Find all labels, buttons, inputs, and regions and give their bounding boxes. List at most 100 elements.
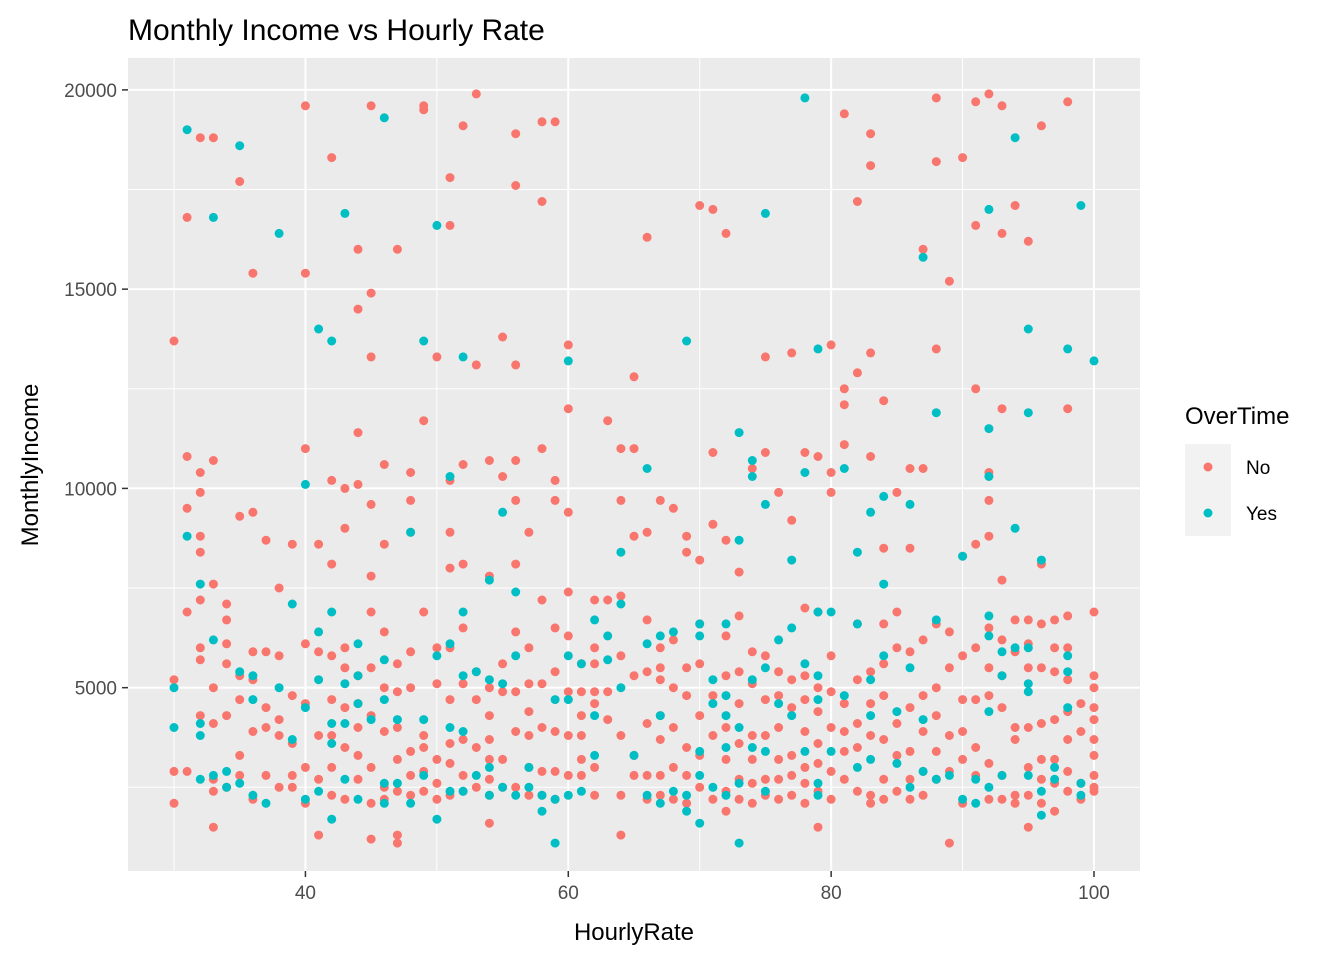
point-no bbox=[340, 743, 350, 752]
point-no bbox=[445, 527, 455, 537]
point-no bbox=[682, 691, 692, 701]
point-yes bbox=[327, 719, 337, 728]
point-yes bbox=[248, 790, 258, 800]
point-yes bbox=[813, 778, 823, 788]
point-no bbox=[826, 468, 836, 477]
point-no bbox=[419, 105, 429, 115]
point-no bbox=[563, 404, 573, 414]
point-yes bbox=[432, 651, 442, 661]
point-no bbox=[1010, 615, 1020, 625]
point-no bbox=[550, 667, 560, 677]
point-no bbox=[629, 770, 639, 780]
y-axis-ticks: 5000 10000 15000 20000 bbox=[64, 81, 128, 700]
point-yes bbox=[852, 762, 862, 772]
point-no bbox=[839, 699, 849, 709]
point-no bbox=[655, 495, 665, 505]
point-no bbox=[432, 794, 442, 804]
point-no bbox=[1089, 770, 1099, 780]
point-no bbox=[524, 707, 534, 717]
point-yes bbox=[248, 671, 258, 681]
point-yes bbox=[1063, 667, 1073, 677]
point-no bbox=[997, 703, 1007, 713]
point-no bbox=[537, 595, 547, 605]
point-no bbox=[327, 559, 337, 569]
point-no bbox=[1023, 762, 1033, 772]
point-no bbox=[498, 659, 508, 669]
point-no bbox=[511, 687, 521, 697]
point-no bbox=[445, 173, 455, 183]
point-yes bbox=[445, 723, 455, 732]
point-no bbox=[222, 615, 232, 625]
point-no bbox=[287, 539, 297, 549]
point-yes bbox=[340, 774, 350, 784]
point-no bbox=[1023, 822, 1033, 832]
point-yes bbox=[984, 631, 994, 641]
point-no bbox=[261, 723, 271, 732]
point-yes bbox=[537, 790, 547, 800]
point-no bbox=[708, 691, 718, 701]
point-no bbox=[1089, 715, 1099, 725]
point-no bbox=[918, 244, 928, 254]
point-no bbox=[576, 754, 586, 764]
point-no bbox=[826, 687, 836, 697]
point-no bbox=[379, 539, 389, 549]
point-no bbox=[1089, 786, 1099, 796]
point-no bbox=[774, 487, 784, 497]
point-no bbox=[1063, 643, 1073, 653]
point-no bbox=[484, 711, 494, 721]
point-no bbox=[695, 782, 705, 792]
point-no bbox=[550, 727, 560, 736]
point-no bbox=[432, 352, 442, 362]
point-no bbox=[471, 360, 481, 370]
point-no bbox=[1076, 727, 1086, 736]
point-no bbox=[774, 794, 784, 804]
point-yes bbox=[918, 766, 928, 776]
x-axis-title: HourlyRate bbox=[574, 919, 694, 946]
point-no bbox=[1036, 719, 1046, 728]
point-no bbox=[721, 806, 731, 816]
point-no bbox=[800, 695, 810, 705]
point-no bbox=[195, 547, 205, 557]
point-no bbox=[406, 683, 416, 693]
point-no bbox=[997, 575, 1007, 585]
point-no bbox=[734, 739, 744, 748]
point-no bbox=[655, 770, 665, 780]
point-no bbox=[760, 651, 770, 661]
point-no bbox=[537, 679, 547, 689]
point-no bbox=[905, 774, 915, 784]
point-no bbox=[1063, 786, 1073, 796]
point-no bbox=[524, 643, 534, 653]
point-yes bbox=[760, 208, 770, 218]
point-yes bbox=[629, 750, 639, 760]
point-no bbox=[511, 559, 521, 569]
point-no bbox=[682, 770, 692, 780]
point-no bbox=[458, 559, 468, 569]
point-no bbox=[353, 774, 363, 784]
point-yes bbox=[695, 619, 705, 629]
point-yes bbox=[655, 631, 665, 641]
point-no bbox=[826, 794, 836, 804]
point-yes bbox=[590, 750, 600, 760]
point-yes bbox=[169, 683, 179, 693]
point-no bbox=[366, 663, 376, 673]
point-no bbox=[958, 695, 968, 705]
point-no bbox=[879, 735, 889, 744]
point-yes bbox=[195, 731, 205, 740]
point-no bbox=[774, 774, 784, 784]
point-no bbox=[997, 101, 1007, 111]
point-no bbox=[971, 384, 981, 394]
point-yes bbox=[918, 715, 928, 725]
point-no bbox=[392, 659, 402, 669]
point-no bbox=[524, 790, 534, 800]
point-yes bbox=[721, 691, 731, 701]
point-no bbox=[931, 683, 941, 693]
point-no bbox=[458, 770, 468, 780]
point-no bbox=[195, 595, 205, 605]
point-no bbox=[169, 766, 179, 776]
point-no bbox=[642, 615, 652, 625]
point-no bbox=[984, 794, 994, 804]
point-no bbox=[931, 157, 941, 167]
point-yes bbox=[340, 679, 350, 689]
point-yes bbox=[550, 838, 560, 848]
